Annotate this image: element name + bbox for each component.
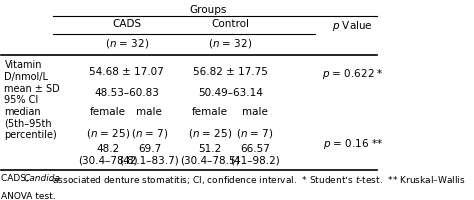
Text: 54.68 ± 17.07: 54.68 ± 17.07 <box>90 67 164 77</box>
Text: female: female <box>191 107 228 117</box>
Text: $p$ = 0.622 *: $p$ = 0.622 * <box>322 67 383 81</box>
Text: 48.53–60.83: 48.53–60.83 <box>94 88 159 98</box>
Text: ($n$ = 25): ($n$ = 25) <box>86 127 130 140</box>
Text: 66.57
(41–98.2): 66.57 (41–98.2) <box>230 144 280 165</box>
Text: female: female <box>90 107 126 117</box>
Text: $p$ = 0.16 **: $p$ = 0.16 ** <box>322 137 383 151</box>
Text: ($n$ = 7): ($n$ = 7) <box>236 127 273 140</box>
Text: 51.2
(30.4–78.5): 51.2 (30.4–78.5) <box>180 144 239 165</box>
Text: ANOVA test.: ANOVA test. <box>0 192 55 200</box>
Text: ($n$ = 32): ($n$ = 32) <box>105 37 149 50</box>
Text: 56.82 ± 17.75: 56.82 ± 17.75 <box>193 67 268 77</box>
Text: male: male <box>242 107 268 117</box>
Text: -associated denture stomatitis; CI, confidence interval.  * Student’s $t$-test. : -associated denture stomatitis; CI, conf… <box>49 174 465 186</box>
Text: Vitamin
D/nmol/L
mean ± SD
95% CI
median
(5th–95th
percentile): Vitamin D/nmol/L mean ± SD 95% CI median… <box>4 60 60 140</box>
Text: CADS,: CADS, <box>0 174 31 183</box>
Text: 69.7
(42.1–83.7): 69.7 (42.1–83.7) <box>119 144 179 165</box>
Text: 48.2
(30.4–78.8): 48.2 (30.4–78.8) <box>78 144 138 165</box>
Text: ($n$ = 25): ($n$ = 25) <box>188 127 232 140</box>
Text: Candida: Candida <box>24 174 61 183</box>
Text: 50.49–63.14: 50.49–63.14 <box>198 88 263 98</box>
Text: $p$ Value: $p$ Value <box>332 19 373 33</box>
Text: male: male <box>137 107 163 117</box>
Text: ($n$ = 32): ($n$ = 32) <box>208 37 253 50</box>
Text: Groups: Groups <box>189 5 227 15</box>
Text: Control: Control <box>211 19 249 29</box>
Text: ($n$ = 7): ($n$ = 7) <box>131 127 168 140</box>
Text: CADS: CADS <box>112 19 141 29</box>
